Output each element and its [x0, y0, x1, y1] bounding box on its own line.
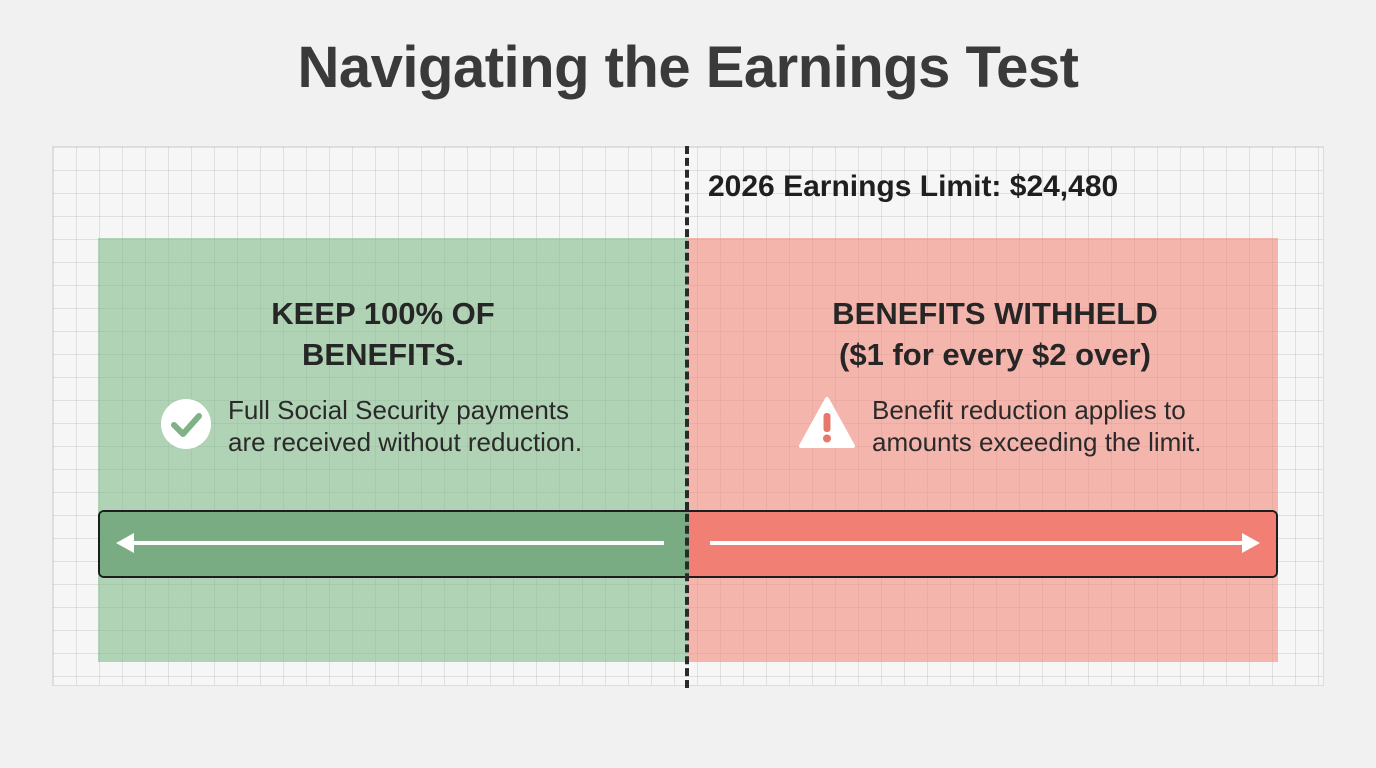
keep-benefits-note-line1: Full Social Security payments — [228, 395, 570, 425]
keep-benefits-note: Full Social Security payments are receiv… — [228, 394, 648, 458]
check-circle-icon — [161, 399, 211, 449]
withheld-benefits-note: Benefit reduction applies to amounts exc… — [872, 394, 1272, 458]
withheld-benefits-heading: BENEFITS WITHHELD ($1 for every $2 over) — [700, 293, 1290, 375]
withheld-benefits-note-line1: Benefit reduction applies to — [872, 395, 1186, 425]
earnings-limit-divider — [685, 146, 689, 688]
withheld-benefits-heading-line1: BENEFITS WITHHELD — [832, 296, 1158, 331]
withheld-benefits-heading-line2: ($1 for every $2 over) — [839, 337, 1151, 372]
withheld-benefits-note-line2: amounts exceeding the limit. — [872, 427, 1202, 457]
warning-icon — [799, 397, 855, 448]
right-arrow-icon — [710, 533, 1260, 553]
page-title: Navigating the Earnings Test — [297, 35, 1079, 100]
direction-arrows — [116, 533, 1260, 553]
keep-benefits-heading-line2: BENEFITS. — [302, 337, 464, 372]
keep-benefits-heading-line1: KEEP 100% OF — [271, 296, 495, 331]
keep-benefits-zone — [98, 238, 688, 662]
withheld-benefits-zone — [688, 238, 1278, 662]
keep-benefits-heading: KEEP 100% OF BENEFITS. — [98, 293, 668, 375]
left-arrow-icon — [116, 533, 664, 553]
earnings-limit-label: 2026 Earnings Limit: $24,480 — [708, 170, 1119, 203]
keep-benefits-note-line2: are received without reduction. — [228, 427, 583, 457]
